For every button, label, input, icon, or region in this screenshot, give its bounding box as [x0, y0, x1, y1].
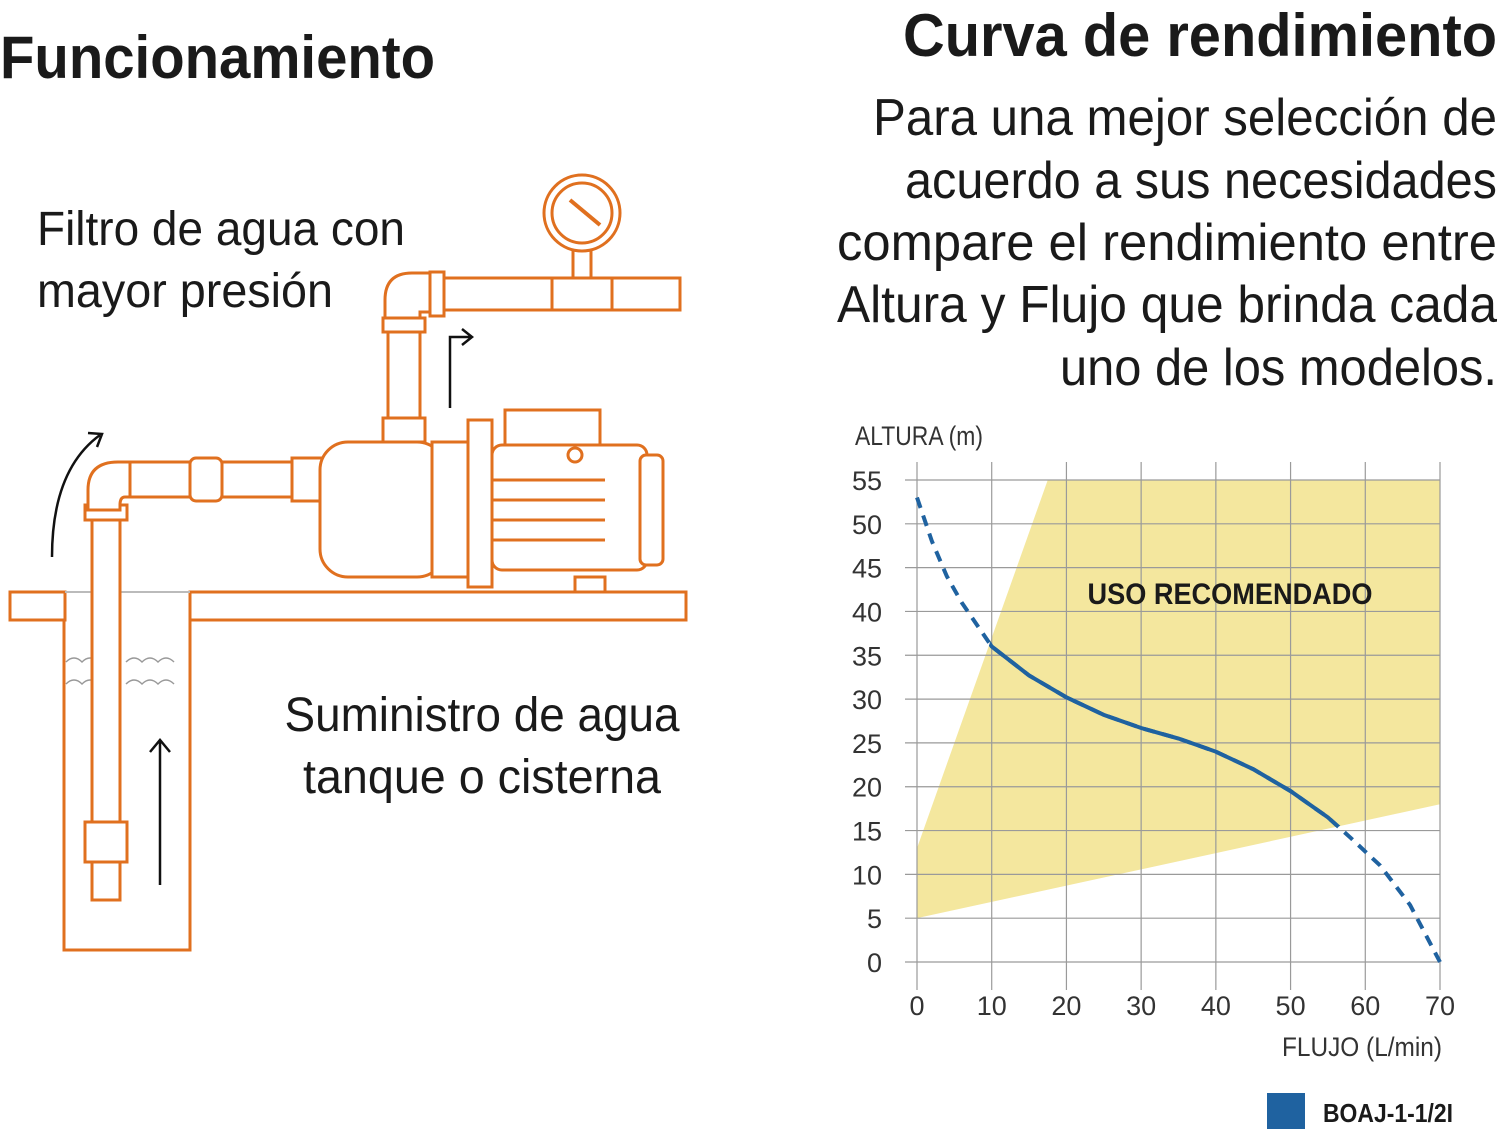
y-tick-label: 35	[852, 641, 882, 671]
x-tick-label: 40	[1201, 991, 1231, 1021]
supply-label: tanque o cisterna	[303, 751, 661, 804]
x-tick-label: 30	[1126, 991, 1156, 1021]
y-tick-label: 45	[852, 554, 882, 584]
y-tick-label: 5	[867, 904, 882, 934]
legend-swatch	[1267, 1093, 1305, 1129]
description-line: acuerdo a sus necesidades	[905, 152, 1497, 210]
y-axis-label: ALTURA (m)	[855, 421, 983, 451]
y-tick-label: 0	[867, 948, 882, 978]
y-tick-label: 55	[852, 466, 882, 496]
x-tick-label: 20	[1051, 991, 1081, 1021]
x-tick-label: 60	[1350, 991, 1380, 1021]
x-axis-label: FLUJO (L/min)	[1282, 1032, 1442, 1062]
pump-diagram	[8, 173, 688, 952]
x-tick-label: 10	[977, 991, 1007, 1021]
legend-label: BOAJ-1-1/2I	[1323, 1098, 1453, 1128]
description-line: Altura y Flujo que brinda cada	[837, 276, 1497, 334]
x-tick-label: 0	[909, 991, 924, 1021]
description-line: uno de los modelos.	[1060, 339, 1497, 397]
y-tick-label: 25	[852, 729, 882, 759]
y-tick-label: 30	[852, 685, 882, 715]
annotation: USO RECOMENDADO	[1088, 578, 1373, 611]
y-tick-label: 15	[852, 817, 882, 847]
chart: 0 5 10 15 20 25 30 35 40 45 50 55 0 10 20 30 40 50 60 70 ALT…	[852, 421, 1455, 1129]
y-tick-label: 10	[852, 860, 882, 890]
x-tick-label: 70	[1425, 991, 1455, 1021]
left-title: Funcionamiento	[0, 24, 435, 91]
description-line: compare el rendimiento entre	[837, 214, 1497, 272]
y-tick-label: 20	[852, 773, 882, 803]
supply-label: Suministro de agua	[285, 689, 680, 742]
curve-dashed	[915, 496, 1442, 963]
filter-label: Filtro de agua con	[37, 203, 405, 256]
filter-label: mayor presión	[37, 265, 333, 318]
y-tick-label: 50	[852, 510, 882, 540]
right-title: Curva de rendimiento	[903, 2, 1497, 69]
x-tick-label: 50	[1276, 991, 1306, 1021]
description-line: Para una mejor selección de	[873, 89, 1497, 147]
y-tick-label: 40	[852, 597, 882, 627]
